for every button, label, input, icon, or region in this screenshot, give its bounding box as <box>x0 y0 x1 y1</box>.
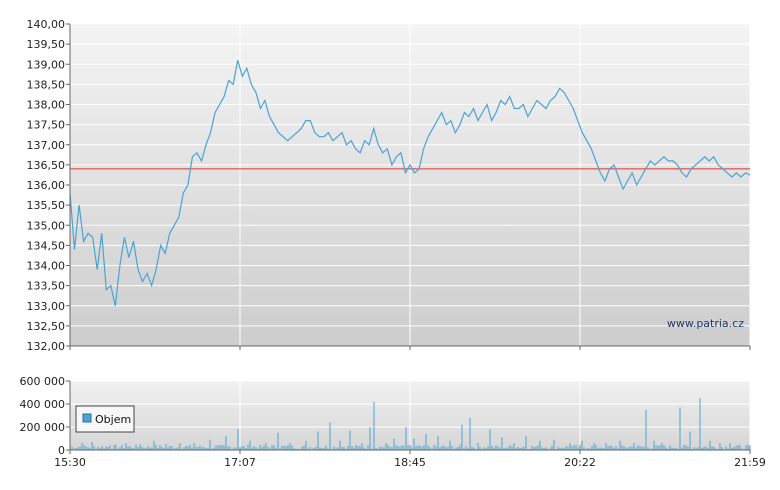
time-axis-labels: 15:30 17:07 18:45 20:22 21:59 <box>54 450 766 469</box>
price-y-tick-label: 139,50 <box>27 38 66 51</box>
volume-gridlines <box>70 380 751 450</box>
price-y-tick-label: 132,50 <box>27 320 66 333</box>
time-tick-label: 18:45 <box>394 456 426 469</box>
volume-y-tick-label: 600 000 <box>20 375 66 388</box>
price-panel: 140,00 139,50 139,00 138,50 138,00 137,50 137,… <box>27 18 751 353</box>
legend-swatch <box>82 413 92 423</box>
time-tick-label: 17:07 <box>224 456 256 469</box>
time-tick-label: 21:59 <box>734 456 766 469</box>
volume-y-tick-label: 200 000 <box>20 421 66 434</box>
price-x-ticks <box>69 346 751 350</box>
price-y-tick-label: 133,00 <box>27 300 66 313</box>
volume-y-tick-label: 400 000 <box>20 398 66 411</box>
price-series-line <box>69 60 751 306</box>
price-y-tick-label: 140,00 <box>27 18 66 31</box>
price-y-tick-label: 135,50 <box>27 199 66 212</box>
watermark: www.patria.cz <box>667 317 744 330</box>
price-y-tick-label: 135,00 <box>27 219 66 232</box>
price-y-tick-label: 133,50 <box>27 280 66 293</box>
volume-legend: Objem <box>75 405 135 433</box>
price-y-tick-label: 138,00 <box>27 99 66 112</box>
price-y-tick-label: 137,50 <box>27 119 66 132</box>
price-y-tick-label: 132,00 <box>27 340 66 353</box>
price-y-tick-label: 136,50 <box>27 159 66 172</box>
volume-y-axis: 600 000 400 000 200 000 0 <box>20 375 70 457</box>
volume-y-tick-label: 0 <box>58 444 65 457</box>
price-y-tick-label: 136,00 <box>27 179 66 192</box>
volume-panel: 600 000 400 000 200 000 0 15:30 17:07 18:45 20… <box>20 375 766 469</box>
price-y-tick-label: 138,50 <box>27 78 66 91</box>
time-tick-label: 15:30 <box>54 456 86 469</box>
price-y-tick-label: 134,50 <box>27 239 66 252</box>
legend-label: Objem <box>95 413 131 426</box>
price-y-tick-label: 134,00 <box>27 260 66 273</box>
price-y-tick-label: 137,00 <box>27 139 66 152</box>
time-tick-label: 20:22 <box>564 456 596 469</box>
price-y-tick-label: 139,00 <box>27 58 66 71</box>
price-y-axis: 140,00 139,50 139,00 138,50 138,00 137,50 137,… <box>27 18 70 353</box>
price-gridlines <box>70 23 751 346</box>
